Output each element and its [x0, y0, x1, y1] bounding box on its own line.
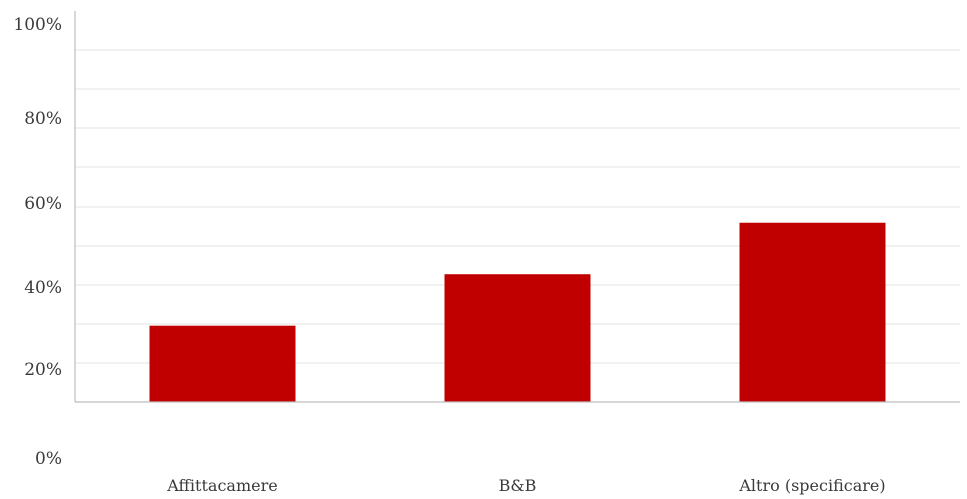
- x-tick-label: B&B: [499, 476, 537, 495]
- x-tick-labels: Affittacamere B&B Altro (specificare): [166, 476, 885, 495]
- y-tick-labels: 0% 20% 40% 60% 80% 100%: [13, 15, 62, 469]
- y-tick-label: 80%: [24, 109, 62, 129]
- x-tick-label: Affittacamere: [166, 476, 277, 495]
- bar: [444, 274, 591, 402]
- y-tick-label: 20%: [24, 360, 62, 380]
- y-tick-label: 0%: [35, 449, 62, 469]
- x-tick-label: Altro (specificare): [738, 476, 885, 495]
- y-tick-label: 40%: [24, 278, 62, 298]
- bar: [149, 325, 296, 402]
- y-tick-label: 100%: [13, 15, 62, 35]
- bars: [149, 222, 886, 402]
- y-tick-label: 60%: [24, 194, 62, 214]
- bar: [739, 222, 886, 402]
